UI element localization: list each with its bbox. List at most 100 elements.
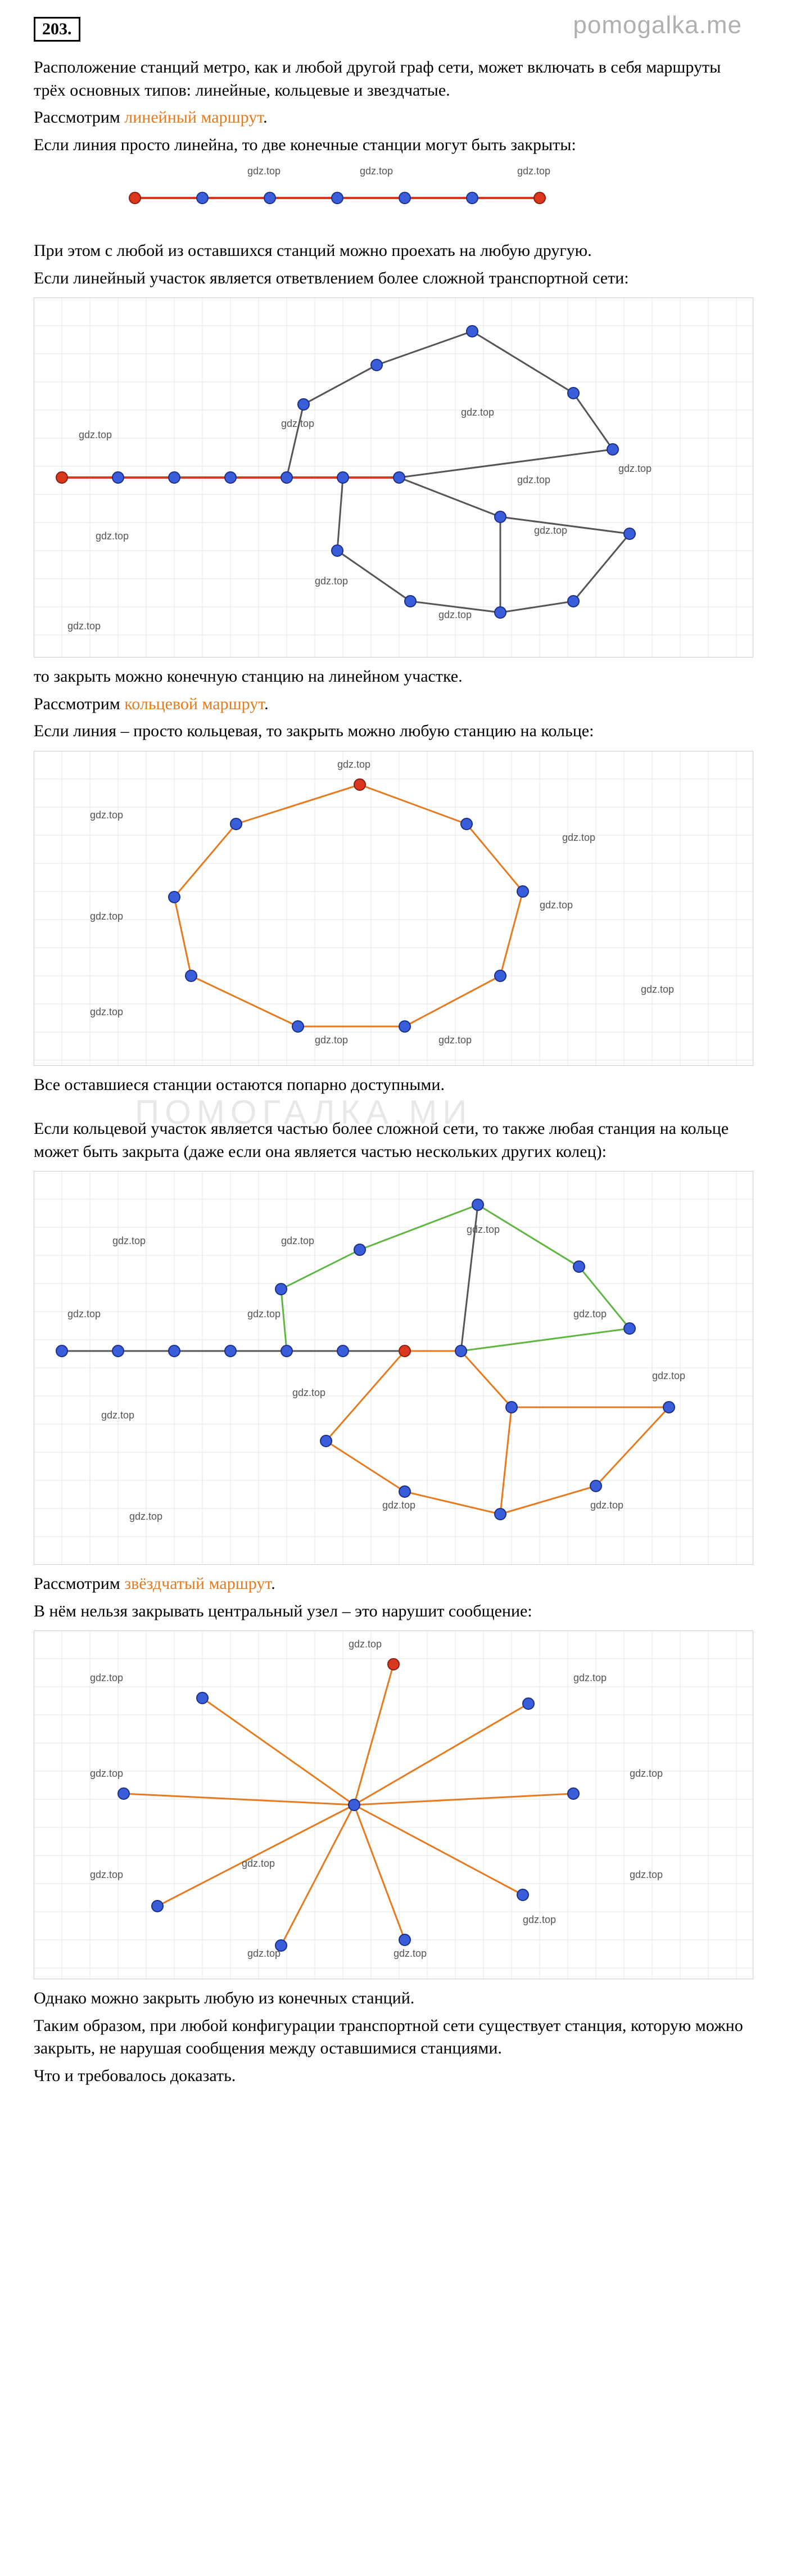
graph-node	[399, 192, 410, 204]
graph-node	[56, 1345, 67, 1357]
diagram-svg: gdz.top gdz.top gdz.top gdz.top gdz.top gdz.t…	[34, 751, 753, 1066]
graph-node	[225, 1345, 236, 1357]
star-title: Рассмотрим звёздчатый маршрут.	[34, 1573, 753, 1596]
diagram-3: gdz.top gdz.top gdz.top gdz.top gdz.top gdz.t…	[34, 751, 753, 1066]
graph-node	[152, 1901, 163, 1912]
graph-node	[467, 192, 478, 204]
watermark-text: gdz.top	[467, 1224, 500, 1235]
linear-text-3: Если линейный участок является ответвлен…	[34, 267, 753, 290]
graph-node	[281, 1345, 292, 1357]
graph-node	[455, 1345, 467, 1357]
linear-text-1: Если линия просто линейна, то две конечн…	[34, 134, 753, 157]
watermark-text: gdz.top	[112, 1235, 146, 1246]
graph-node	[197, 1692, 208, 1704]
watermark-text: gdz.top	[67, 1308, 101, 1319]
graph-node	[169, 891, 180, 903]
graph-node	[292, 1021, 304, 1032]
graph-node	[495, 1508, 506, 1520]
watermark-text: gdz.top	[90, 1006, 123, 1017]
watermark-text: gdz.top	[337, 759, 370, 770]
graph-node	[337, 1345, 349, 1357]
diagram-1: gdz.topgdz.topgdz.top	[34, 164, 753, 232]
watermark-text: gdz.top	[67, 620, 101, 632]
graph-node	[349, 1799, 360, 1811]
graph-node	[573, 1261, 585, 1272]
graph-node	[275, 1284, 287, 1295]
graph-node	[112, 1345, 124, 1357]
watermark-text: gdz.top	[90, 1768, 123, 1779]
graph-node	[320, 1435, 332, 1447]
watermark-text: gdz.top	[101, 1409, 134, 1421]
star-title-prefix: Рассмотрим	[34, 1574, 124, 1593]
watermark-text: gdz.top	[96, 530, 129, 542]
graph-node	[523, 1698, 534, 1709]
graph-node	[56, 472, 67, 483]
graph-edge	[326, 1441, 405, 1492]
watermark-text: gdz.top	[315, 575, 348, 587]
ring-text-2: Все оставшиеся станции остаются попарно …	[34, 1074, 753, 1097]
watermark-text: gdz.top	[461, 407, 494, 418]
graph-edge	[377, 331, 472, 365]
conclusion-text: Таким образом, при любой конфигурации тр…	[34, 2015, 753, 2060]
star-text-2: Однако можно закрыть любую из конечных с…	[34, 1987, 753, 2010]
graph-node	[517, 1889, 528, 1901]
graph-node	[354, 779, 365, 790]
graph-node	[399, 1934, 410, 1945]
graph-node	[607, 444, 618, 455]
graph-edge	[399, 478, 500, 517]
watermark-text: gdz.top	[349, 1638, 382, 1650]
watermark-text: gdz.top	[641, 984, 674, 995]
graph-node	[371, 359, 382, 371]
qed-text: Что и требовалось доказать.	[34, 2065, 753, 2088]
linear-text-4: то закрыть можно конечную станцию на лин…	[34, 665, 753, 688]
graph-node	[405, 596, 416, 607]
graph-node	[568, 388, 579, 399]
graph-node	[281, 472, 292, 483]
diagram-svg: gdz.top gdz.top gdz.top gdz.top gdz.top gdz.t…	[34, 1171, 753, 1565]
ring-title: Рассмотрим кольцевой маршрут.	[34, 693, 753, 716]
ring-title-prefix: Рассмотрим	[34, 695, 124, 713]
watermark-text: gdz.top	[247, 1948, 281, 1959]
linear-title: Рассмотрим линейный маршрут.	[34, 106, 753, 129]
watermark-text: gdz.top	[281, 1235, 314, 1246]
graph-node	[590, 1480, 601, 1492]
linear-title-colored: линейный маршрут	[124, 108, 263, 127]
graph-edge	[461, 1351, 512, 1407]
graph-edge	[472, 331, 573, 393]
watermark-text: gdz.top	[590, 1499, 623, 1511]
watermark-text: gdz.top	[90, 1869, 123, 1880]
graph-node	[118, 1788, 129, 1799]
graph-node	[399, 1021, 410, 1032]
diagram-svg: gdz.topgdz.topgdz.top	[34, 164, 652, 232]
graph-edge	[354, 1805, 405, 1940]
ring-text-3: Если кольцевой участок является частью б…	[34, 1118, 753, 1163]
graph-node	[506, 1402, 517, 1413]
diagram-svg: gdz.top gdz.top gdz.top gdz.top gdz.top gdz.t…	[34, 298, 753, 657]
watermark-text: gdz.top	[247, 165, 281, 177]
graph-edge	[202, 1698, 354, 1805]
watermark-text: gdz.top	[562, 832, 595, 843]
graph-node	[517, 886, 528, 897]
graph-edge	[478, 1205, 579, 1267]
watermark-text: gdz.top	[382, 1499, 415, 1511]
watermark-text: gdz.top	[292, 1387, 325, 1398]
graph-node	[230, 818, 242, 830]
watermark-text: gdz.top	[540, 899, 573, 911]
graph-edge	[405, 976, 500, 1026]
graph-node	[568, 596, 579, 607]
graph-edge	[360, 785, 467, 824]
watermark-text: gdz.top	[523, 1914, 556, 1925]
task-number-box: 203.	[34, 17, 80, 42]
watermark-text: gdz.top	[90, 911, 123, 922]
graph-edge	[191, 976, 298, 1026]
graph-node	[354, 1244, 365, 1255]
watermark-text: gdz.top	[315, 1034, 348, 1046]
graph-edge	[337, 478, 343, 551]
watermark-text: gdz.top	[573, 1308, 607, 1319]
diagram-svg: gdz.topgdz.topgdz.topgdz.topgdz.topgdz.t…	[34, 1631, 753, 1979]
watermark-text: gdz.top	[534, 525, 567, 536]
graph-node	[495, 970, 506, 981]
mid-watermark-wrap: ПОМОГАЛКА.МИ	[34, 1104, 753, 1110]
graph-node	[186, 970, 197, 981]
watermark-text: gdz.top	[438, 609, 472, 620]
